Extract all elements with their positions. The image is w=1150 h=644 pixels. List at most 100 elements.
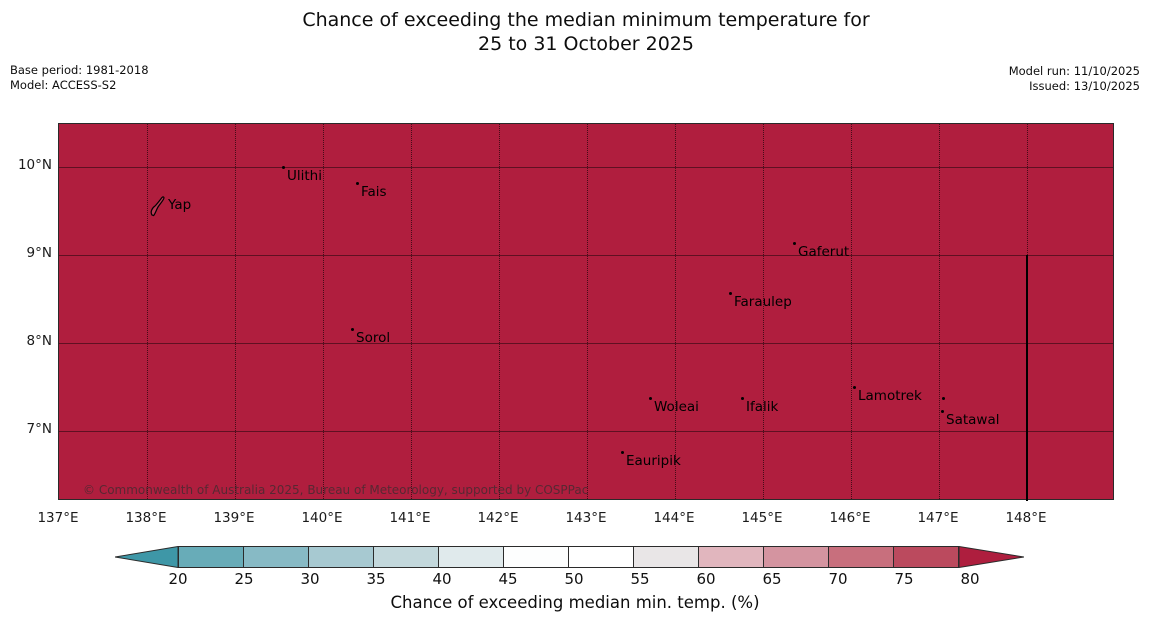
lon-tick-label: 143°E <box>565 510 607 526</box>
lon-tick-label: 147°E <box>917 510 959 526</box>
island-marker-icon <box>741 397 744 400</box>
lon-gridline <box>851 124 852 499</box>
lat-tick-label: 9°N <box>26 245 52 261</box>
model-run-label: Model run: 11/10/2025 <box>1008 64 1140 78</box>
lon-gridline <box>147 124 148 499</box>
colorbar-tick-label: 20 <box>168 570 188 588</box>
issued-label: Issued: 13/10/2025 <box>1029 78 1140 93</box>
lon-tick-label: 142°E <box>477 510 519 526</box>
island-marker-icon <box>621 451 624 454</box>
boundary-line <box>1026 255 1028 501</box>
island-marker-icon <box>282 166 285 169</box>
colorbar-under-arrow <box>115 546 178 568</box>
colorbar-tick-label: 75 <box>894 570 914 588</box>
lat-tick-label: 7°N <box>26 421 52 437</box>
lon-tick-label: 144°E <box>653 510 695 526</box>
island-label-gaferut: Gaferut <box>793 242 850 260</box>
lon-gridline <box>499 124 500 499</box>
island-name: Fais <box>361 184 387 200</box>
colorbar-tick-label: 30 <box>300 570 320 588</box>
lon-tick-label: 141°E <box>389 510 431 526</box>
colorbar-tick-label: 50 <box>564 570 584 588</box>
map-canvas: Ulithi Fais Yap Gaferut Faraulep Sorol Woleai I… <box>58 123 1114 501</box>
lon-tick-label: 137°E <box>37 510 79 526</box>
island-label-ulithi: Ulithi <box>282 166 322 184</box>
lat-tick-label: 10°N <box>17 157 52 173</box>
lon-tick-label: 148°E <box>1005 510 1047 526</box>
island-name: Faraulep <box>734 294 792 310</box>
lat-gridline <box>59 343 1113 344</box>
island-name: Gaferut <box>798 244 850 260</box>
title-line1: Chance of exceeding the median minimum t… <box>302 9 870 31</box>
lat-gridline <box>59 255 1113 256</box>
island-name: Woleai <box>654 399 699 415</box>
island-marker-icon <box>356 182 359 185</box>
island-marker-icon <box>729 292 732 295</box>
page-title: Chance of exceeding the median minimum t… <box>58 8 1114 56</box>
island-label-lamotrek: Lamotrek <box>853 386 922 404</box>
lat-tick-label: 8°N <box>26 333 52 349</box>
title-line2: 25 to 31 October 2025 <box>478 33 694 55</box>
copyright-notice: © Commonwealth of Australia 2025, Bureau… <box>83 483 589 497</box>
island-name: Lamotrek <box>858 388 922 404</box>
colorbar <box>115 546 1035 568</box>
island-name: Eauripik <box>626 453 681 469</box>
island-label-sorol: Sorol <box>351 328 391 346</box>
lat-gridline <box>59 167 1113 168</box>
lon-gridline <box>939 124 940 499</box>
lat-gridline <box>59 431 1113 432</box>
lon-gridline <box>323 124 324 499</box>
colorbar-tick-label: 65 <box>762 570 782 588</box>
colorbar-tick-label: 80 <box>960 570 980 588</box>
lon-tick-label: 138°E <box>125 510 167 526</box>
lon-gridline <box>235 124 236 499</box>
colorbar-tick-label: 55 <box>630 570 650 588</box>
island-name: Satawal <box>946 412 1000 428</box>
island-marker-icon <box>853 386 856 389</box>
lon-gridline <box>587 124 588 499</box>
run-info: Model run: 11/10/2025 Issued: 13/10/2025 <box>1009 64 1140 93</box>
lon-gridline <box>763 124 764 499</box>
colorbar-title: Chance of exceeding median min. temp. (%… <box>390 593 760 612</box>
model-label: Model: ACCESS-S2 <box>10 77 117 92</box>
colorbar-segments <box>178 546 959 568</box>
island-label-eauripik: Eauripik <box>621 451 681 469</box>
colorbar-over-arrow <box>959 546 1024 568</box>
colorbar-tick-label: 60 <box>696 570 716 588</box>
island-name: Ulithi <box>287 168 322 184</box>
islands-layer: Ulithi Fais Yap Gaferut Faraulep Sorol Woleai I… <box>59 124 1113 499</box>
island-marker-icon <box>351 328 354 331</box>
base-period-label: Base period: 1981-2018 <box>10 63 149 77</box>
lon-gridline <box>411 124 412 499</box>
island-label-yap: Yap <box>150 196 192 217</box>
island-label-ifalik: Ifalik <box>741 397 779 415</box>
lon-tick-label: 140°E <box>301 510 343 526</box>
colorbar-tick-label: 35 <box>366 570 386 588</box>
colorbar-tick-label: 40 <box>432 570 452 588</box>
lon-gridline <box>675 124 676 499</box>
island-label-faraulep: Faraulep <box>729 292 792 310</box>
colorbar-tick-label: 70 <box>828 570 848 588</box>
island-marker-icon <box>793 242 796 245</box>
lon-tick-label: 145°E <box>741 510 783 526</box>
island-name: Yap <box>168 197 192 213</box>
colorbar-tick-label: 45 <box>498 570 518 588</box>
colorbar-segment <box>893 546 959 568</box>
yap-island-icon <box>150 196 165 217</box>
island-name: Ifalik <box>746 399 779 415</box>
island-marker-icon <box>649 397 652 400</box>
island-marker-icon <box>941 410 944 413</box>
island-label-satawal: Satawal <box>941 410 1000 428</box>
island-name: Sorol <box>356 330 391 346</box>
colorbar-tick-label: 25 <box>234 570 254 588</box>
island-label-woleai: Woleai <box>649 397 699 415</box>
model-info: Base period: 1981-2018 Model: ACCESS-S2 <box>10 63 149 92</box>
lon-tick-label: 146°E <box>829 510 871 526</box>
lon-tick-label: 139°E <box>213 510 255 526</box>
island-marker-icon <box>942 397 945 400</box>
island-label-fais: Fais <box>356 182 387 200</box>
